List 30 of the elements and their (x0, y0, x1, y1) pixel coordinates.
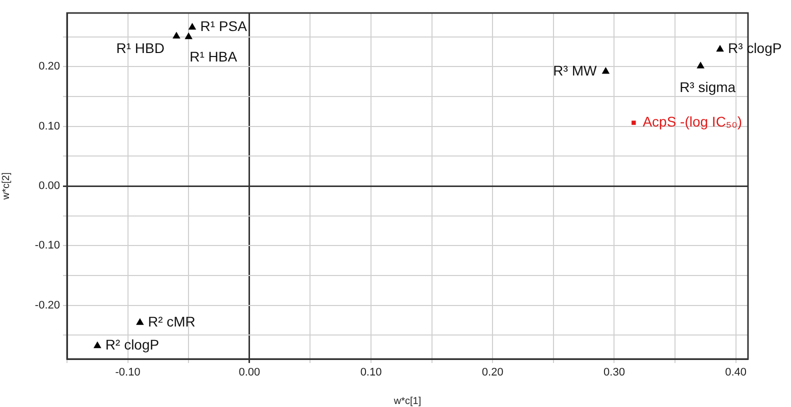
y-tick-label: -0.20 (34, 299, 60, 312)
annotation: R³ MW (553, 62, 598, 78)
x-axis-title: w*c[1] (392, 396, 422, 407)
point (184, 32, 193, 40)
y-tick-label: 0.00 (38, 180, 60, 192)
annotation: R² cMR (148, 313, 196, 330)
x-tick-label: 0.20 (482, 366, 504, 379)
annotation: R¹ PSA (200, 18, 248, 34)
point (602, 66, 610, 74)
x-tick-label: 0.00 (238, 366, 260, 379)
point (696, 62, 704, 68)
annotation: R¹ HBA (190, 48, 238, 65)
point (136, 318, 144, 325)
point (632, 120, 636, 125)
y-axis-title: w*c[2] (0, 172, 12, 201)
x-tick-label: 0.40 (725, 366, 747, 379)
point (716, 44, 724, 52)
annotation: R³ sigma (680, 78, 736, 95)
point (172, 32, 180, 39)
series-label: AcpS -(log IC₅₀) (642, 114, 742, 130)
x-tick-label: 0.30 (604, 366, 625, 379)
x-tick-label: -0.10 (115, 366, 140, 379)
x-tick-label: 0.10 (360, 366, 382, 379)
annotation: R² clogP (105, 336, 160, 353)
point (188, 22, 196, 30)
point (94, 341, 102, 348)
y-tick-label: 0.10 (38, 120, 60, 132)
y-tick-label: -0.10 (34, 240, 60, 252)
annotation: R¹ HBD (116, 40, 164, 56)
y-tick-label: 0.20 (38, 60, 60, 73)
